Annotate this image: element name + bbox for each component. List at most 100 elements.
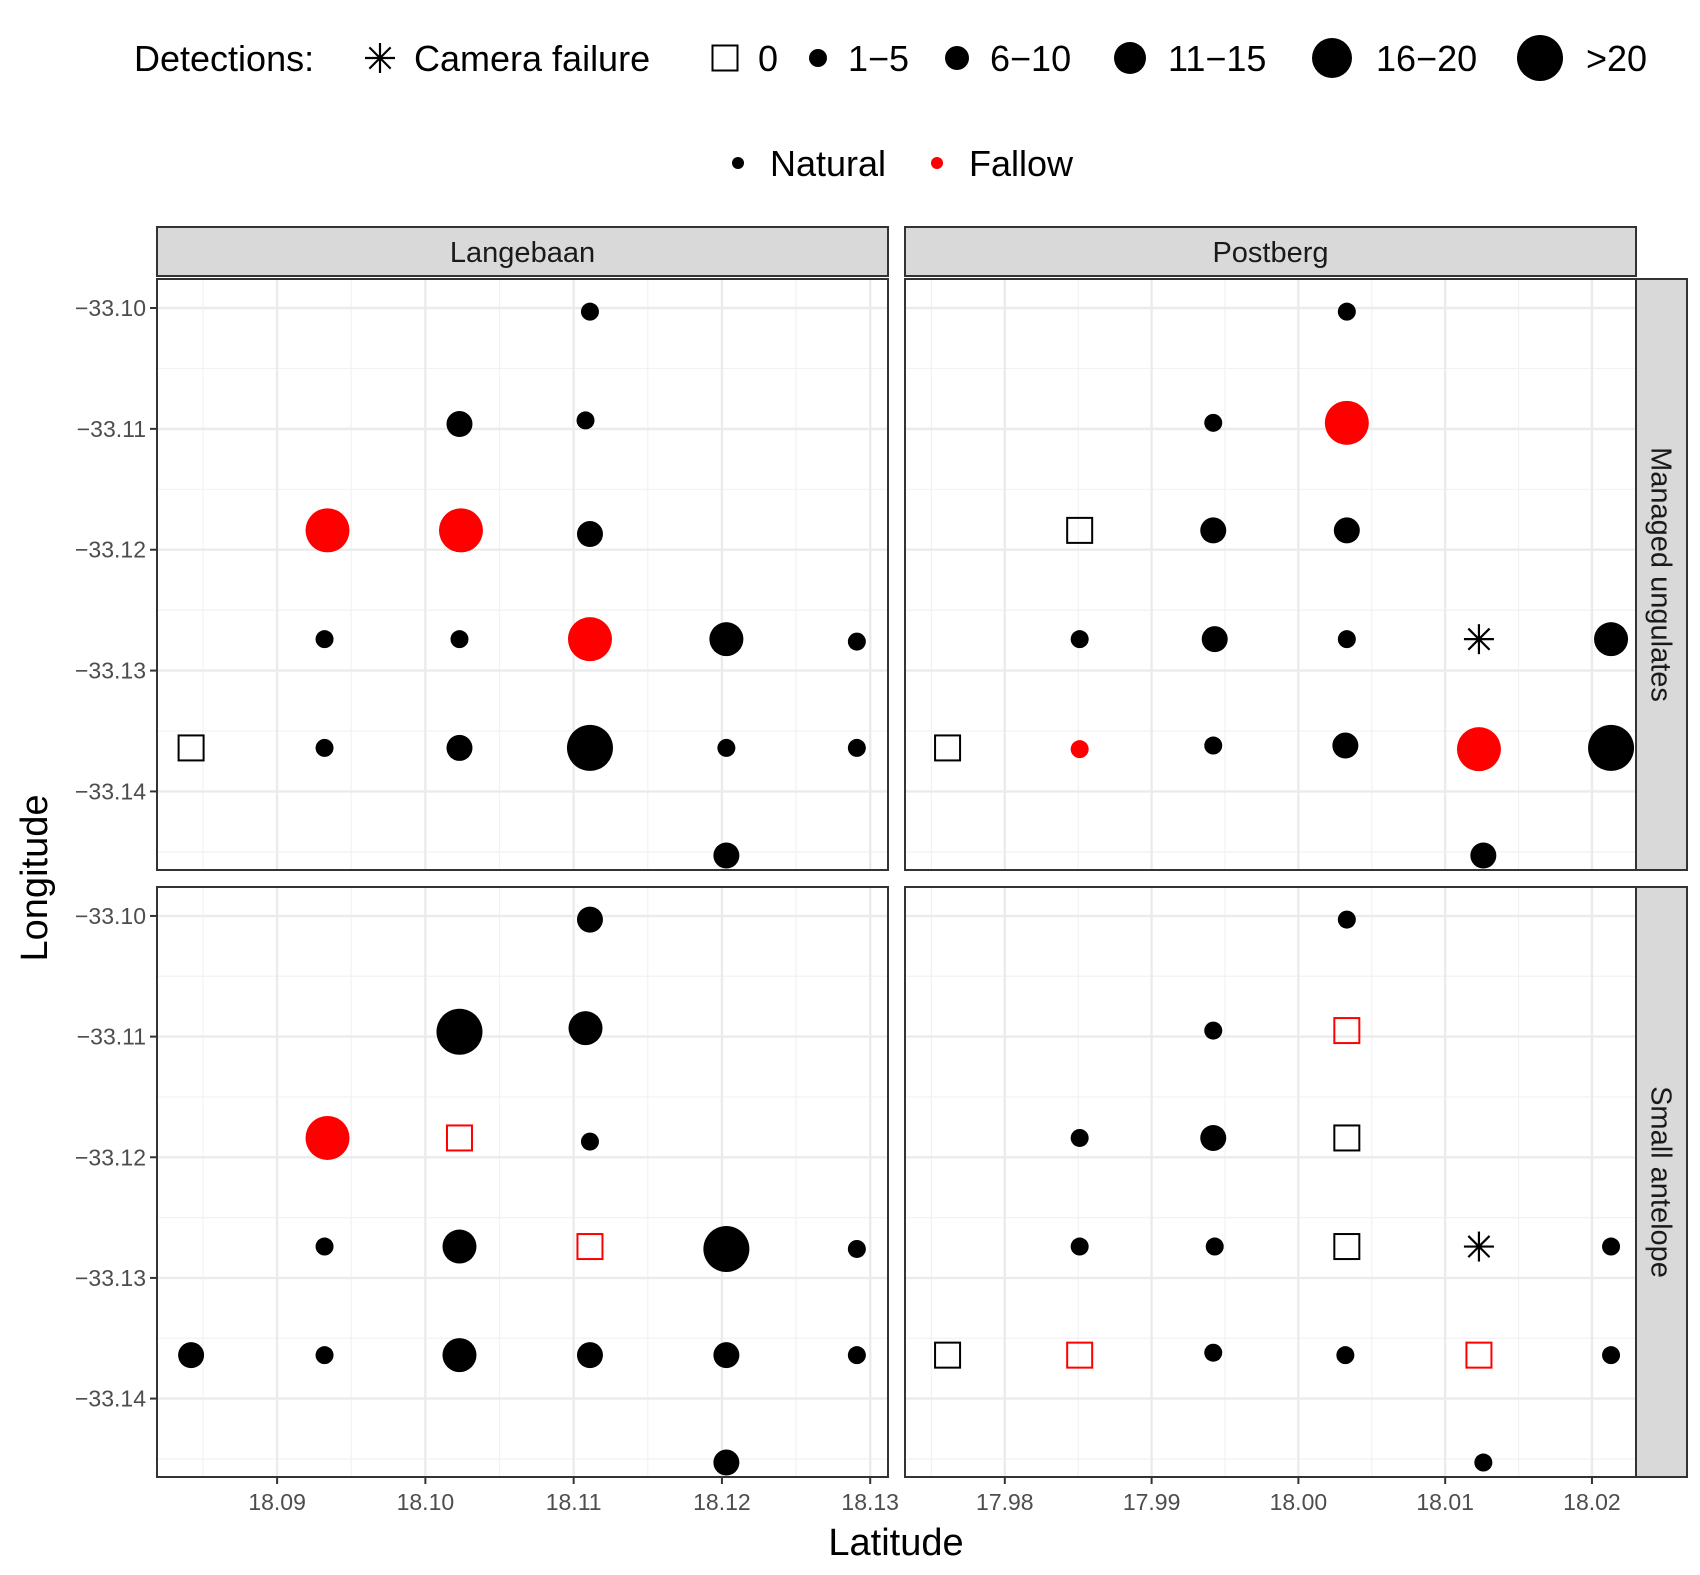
data-point xyxy=(1066,1341,1094,1369)
data-point xyxy=(566,724,613,771)
legend-label-natural: Natural xyxy=(770,143,886,184)
legend-key-6-10 xyxy=(945,46,969,70)
legend-detections-title: Detections: xyxy=(134,38,314,79)
x-tick-label: 17.99 xyxy=(1123,1489,1181,1515)
data-point xyxy=(1456,727,1501,772)
data-point xyxy=(1204,1343,1223,1362)
data-point xyxy=(568,1011,603,1046)
y-tick-label: −33.13 xyxy=(75,1265,146,1291)
panel-background xyxy=(905,279,1636,870)
data-point xyxy=(450,630,469,649)
panel-border xyxy=(156,886,889,1478)
data-point xyxy=(1066,516,1094,544)
legend-label-1-5: 1−5 xyxy=(848,38,909,79)
data-point xyxy=(703,1225,750,1272)
data-point xyxy=(1602,1346,1621,1365)
data-point xyxy=(436,1008,483,1055)
data-point xyxy=(1594,622,1629,657)
data-point xyxy=(1204,413,1223,432)
data-point xyxy=(1070,630,1089,649)
legend-label-fallow: Fallow xyxy=(969,143,1074,184)
legend-label-camera-failure: Camera failure xyxy=(414,38,650,79)
y-axis-top-row: −33.10 −33.11 −33.12 −33.13 −33.14 xyxy=(75,295,157,804)
panel-points xyxy=(934,910,1621,1472)
strip-managed-ungulates-label: Managed ungulates xyxy=(1645,447,1677,702)
legend-label-gt20: >20 xyxy=(1586,38,1647,79)
data-point xyxy=(315,1346,334,1365)
legend-key-natural xyxy=(732,157,744,169)
data-point xyxy=(847,632,866,651)
data-point xyxy=(580,1132,599,1151)
strip-small-antelope: Small antelope xyxy=(1635,886,1688,1478)
data-point xyxy=(1333,1233,1361,1261)
strip-managed-ungulates-bg xyxy=(1635,278,1688,871)
y-tick-label: −33.12 xyxy=(75,1144,146,1170)
data-point xyxy=(305,1115,350,1160)
data-point xyxy=(1333,1017,1361,1045)
panel-border xyxy=(904,278,1637,871)
asterisk-stroke xyxy=(1467,1235,1491,1258)
panel-langebaan-managed-ungulates xyxy=(156,278,889,871)
data-point xyxy=(580,302,599,321)
legend-dot xyxy=(1517,35,1563,81)
y-tick-label: −33.14 xyxy=(75,778,146,804)
data-point xyxy=(713,1342,740,1369)
legend-key-16-20 xyxy=(1312,38,1352,78)
legend-square xyxy=(711,44,739,72)
y-tick-label: −33.11 xyxy=(77,1024,146,1050)
legend-key-fallow xyxy=(931,157,943,169)
data-point xyxy=(934,734,962,762)
data-point xyxy=(934,1341,962,1369)
data-point xyxy=(1070,1237,1089,1256)
data-point xyxy=(1337,630,1356,649)
data-point xyxy=(1463,1231,1494,1262)
data-point xyxy=(442,1229,477,1264)
y-tick-label: −33.10 xyxy=(75,903,146,929)
strip-postberg-bg xyxy=(904,226,1637,277)
legend-label-16-20: 16−20 xyxy=(1376,38,1477,79)
data-point xyxy=(1337,910,1356,929)
data-point xyxy=(1201,626,1228,653)
panel-background xyxy=(905,887,1636,1477)
data-point xyxy=(1324,400,1369,445)
data-point xyxy=(446,411,473,438)
panel-border xyxy=(156,278,889,871)
asterisk-stroke xyxy=(368,46,392,70)
strip-postberg: Postberg xyxy=(904,226,1637,277)
legend-habitat: Natural Fallow xyxy=(732,143,1074,184)
strip-langebaan-label: Langebaan xyxy=(450,237,595,269)
x-tick-label: 18.09 xyxy=(248,1489,306,1515)
data-point xyxy=(576,521,603,548)
legend-key-gt20 xyxy=(1517,35,1563,81)
panel-grid xyxy=(905,279,1636,870)
y-tick-label: −33.12 xyxy=(75,537,146,563)
legend-label-0: 0 xyxy=(758,38,778,79)
data-point xyxy=(315,630,334,649)
data-point xyxy=(1588,724,1635,771)
data-point xyxy=(576,1342,603,1369)
data-point xyxy=(847,738,866,757)
legend-dot xyxy=(809,49,827,67)
data-point xyxy=(1200,1124,1227,1151)
data-point xyxy=(576,1233,604,1261)
legend-dot xyxy=(1312,38,1352,78)
legend-detections: Detections: Camera failure 0 1−5 6−10 11… xyxy=(134,35,1647,81)
strip-small-antelope-label: Small antelope xyxy=(1645,1086,1677,1278)
panel-background xyxy=(157,279,888,870)
data-point xyxy=(1336,1346,1355,1365)
x-tick-label: 18.12 xyxy=(693,1489,751,1515)
data-point xyxy=(1602,1237,1621,1256)
strip-postberg-label: Postberg xyxy=(1212,237,1328,269)
data-point xyxy=(1332,732,1359,759)
y-tick-label: −33.10 xyxy=(75,295,146,321)
data-point xyxy=(1204,736,1223,755)
data-point xyxy=(445,1124,473,1152)
y-tick-label: −33.13 xyxy=(75,658,146,684)
y-axis-title: Longitude xyxy=(14,795,56,962)
x-tick-label: 18.01 xyxy=(1416,1489,1474,1515)
panel-grid xyxy=(905,887,1636,1477)
x-axis-postberg: 17.98 17.99 18.00 18.01 18.02 xyxy=(976,1477,1621,1515)
y-tick-label: −33.11 xyxy=(77,416,146,442)
panel-border xyxy=(904,886,1637,1478)
